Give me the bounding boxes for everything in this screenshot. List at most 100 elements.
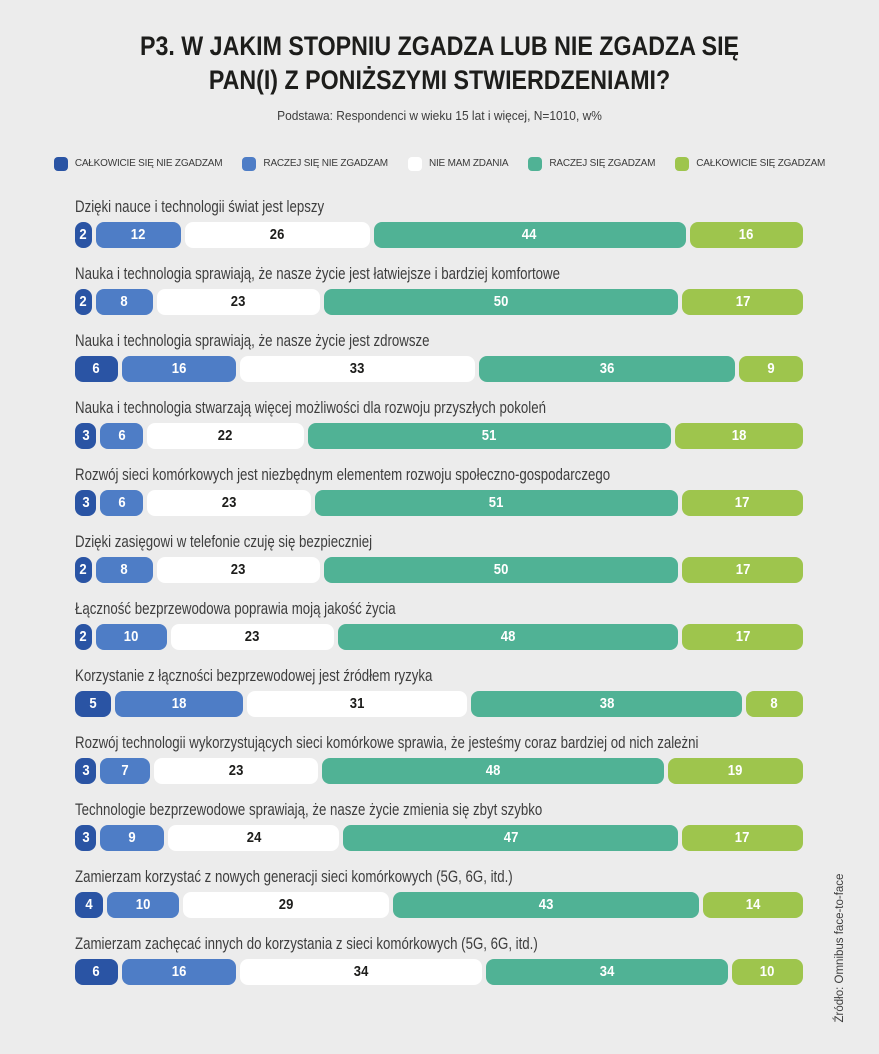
bar-segment-value: 10 xyxy=(124,628,139,645)
legend-swatch xyxy=(675,156,690,171)
bar-segment-value: 6 xyxy=(118,427,126,444)
legend-label: RACZEJ SIĘ ZGADZAM xyxy=(549,158,656,169)
bar-segment: 23 xyxy=(156,556,320,583)
bar-segment: 17 xyxy=(682,623,803,650)
bar-segment: 6 xyxy=(100,422,144,449)
bar-segment-value: 23 xyxy=(231,293,246,310)
statement-label: Nauka i technologia sprawiają, że nasze … xyxy=(75,330,430,350)
bar-segment: 14 xyxy=(703,891,804,918)
bar-segment: 16 xyxy=(121,958,236,985)
bar-segment-value: 3 xyxy=(82,829,90,846)
bar-segment: 9 xyxy=(100,824,165,851)
bar-segment: 51 xyxy=(314,489,678,516)
bar-segment: 4 xyxy=(75,891,104,918)
stacked-bar: 3 6 22 51 18 xyxy=(75,422,803,449)
legend-item: RACZEJ SIĘ ZGADZAM xyxy=(528,156,656,171)
bar-segment-value: 2 xyxy=(79,293,88,310)
statement-row: Nauka i technologia sprawiają, że nasze … xyxy=(75,331,803,382)
legend-item: CAŁKOWICIE SIĘ ZGADZAM xyxy=(675,156,825,171)
bar-segment: 8 xyxy=(746,690,803,717)
stacked-bar: 4 10 29 43 14 xyxy=(75,891,804,918)
statement-label: Rozwój sieci komórkowych jest niezbędnym… xyxy=(75,464,611,484)
bar-segment-value: 18 xyxy=(731,427,747,444)
bar-segment-value: 17 xyxy=(735,293,750,310)
bar-segment-value: 17 xyxy=(735,494,750,511)
stacked-bar: 2 8 23 50 17 xyxy=(75,556,803,583)
bar-segment-value: 33 xyxy=(349,360,365,377)
stacked-bar: 6 16 33 36 9 xyxy=(75,355,803,382)
bar-segment-value: 18 xyxy=(171,695,186,712)
bar-segment: 26 xyxy=(185,221,370,248)
bar-segment-value: 14 xyxy=(745,896,761,913)
bar-segment-value: 9 xyxy=(767,360,775,377)
statement-label: Rozwój technologii wykorzystujących siec… xyxy=(75,732,699,752)
bar-segment: 36 xyxy=(478,355,735,382)
bar-segment: 29 xyxy=(182,891,390,918)
legend-item: NIE MAM ZDANIA xyxy=(407,156,509,171)
legend-swatch xyxy=(528,156,543,171)
page-title: P3. W JAKIM STOPNIU ZGADZA LUB NIE ZGADZ… xyxy=(62,30,818,98)
bar-segment-value: 31 xyxy=(349,695,365,712)
bar-segment: 31 xyxy=(246,690,468,717)
bar-segment-value: 6 xyxy=(118,494,126,511)
bar-segment: 2 xyxy=(75,288,92,315)
legend-label: RACZEJ SIĘ NIE ZGADZAM xyxy=(263,158,388,169)
bar-segment-value: 23 xyxy=(228,762,244,779)
statement-row: Łączność bezprzewodowa poprawia moją jak… xyxy=(75,599,803,650)
statement-row: Nauka i technologia stwarzają więcej moż… xyxy=(75,398,803,449)
bar-segment: 22 xyxy=(147,422,304,449)
bar-segment: 34 xyxy=(239,958,482,985)
bar-segment-value: 5 xyxy=(89,695,97,712)
bar-segment: 8 xyxy=(96,556,153,583)
statement-label: Korzystanie z łączności bezprzewodowej j… xyxy=(75,665,433,685)
statement-row: Technologie bezprzewodowe sprawiają, że … xyxy=(75,800,803,851)
bar-segment: 16 xyxy=(121,355,236,382)
bar-segment: 2 xyxy=(75,556,92,583)
bar-segment: 17 xyxy=(681,824,803,851)
bar-segment: 50 xyxy=(323,556,679,583)
stacked-bar: 2 10 23 48 17 xyxy=(75,623,803,650)
bar-segment-value: 10 xyxy=(760,963,775,980)
bar-segment: 18 xyxy=(114,690,243,717)
legend-item: RACZEJ SIĘ NIE ZGADZAM xyxy=(242,156,388,171)
bar-segment-value: 2 xyxy=(79,561,88,578)
bar-segment-value: 47 xyxy=(503,829,518,846)
bar-segment-value: 9 xyxy=(128,829,137,846)
survey-chart-page: P3. W JAKIM STOPNIU ZGADZA LUB NIE ZGADZ… xyxy=(0,30,879,1054)
legend-item: CAŁKOWICIE SIĘ NIE ZGADZAM xyxy=(53,156,223,171)
legend-label: CAŁKOWICIE SIĘ NIE ZGADZAM xyxy=(74,158,223,169)
bar-segment-value: 10 xyxy=(135,896,151,913)
bar-segment: 12 xyxy=(96,221,182,248)
legend-swatch xyxy=(407,156,422,171)
bar-segment: 3 xyxy=(75,824,97,851)
bar-segment-value: 23 xyxy=(221,494,237,511)
stacked-bar: 2 12 26 44 16 xyxy=(75,221,804,248)
statement-label: Technologie bezprzewodowe sprawiają, że … xyxy=(75,799,543,819)
bar-segment: 18 xyxy=(674,422,803,449)
bar-segment-value: 17 xyxy=(735,561,750,578)
statement-row: Nauka i technologia sprawiają, że nasze … xyxy=(75,264,803,315)
bar-segment-value: 51 xyxy=(482,427,497,444)
statement-row: Zamierzam korzystać z nowych generacji s… xyxy=(75,867,804,918)
bar-segment-value: 4 xyxy=(85,896,93,913)
bar-segment: 10 xyxy=(107,891,179,918)
bar-segment: 23 xyxy=(170,623,335,650)
bar-segment: 48 xyxy=(321,757,664,784)
bar-segment: 48 xyxy=(338,623,679,650)
bar-segment: 17 xyxy=(682,556,803,583)
bar-segment-value: 22 xyxy=(218,427,233,444)
stacked-bar: 5 18 31 38 8 xyxy=(75,690,803,717)
bar-segment-value: 24 xyxy=(246,829,262,846)
bar-segment-value: 19 xyxy=(728,762,743,779)
bar-segment: 44 xyxy=(373,221,686,248)
bar-segment: 23 xyxy=(156,288,320,315)
bar-segment-value: 43 xyxy=(538,896,554,913)
legend-swatch xyxy=(53,156,68,171)
page-title-line2: PAN(I) Z PONIŻSZYMI STWIERDZENIAMI? xyxy=(208,64,671,95)
statement-row: Korzystanie z łączności bezprzewodowej j… xyxy=(75,666,803,717)
statement-row: Dzięki zasięgowi w telefonie czuję się b… xyxy=(75,532,803,583)
bar-segment-value: 44 xyxy=(522,226,537,243)
bar-segment-value: 17 xyxy=(735,829,750,846)
statement-row: Rozwój technologii wykorzystujących siec… xyxy=(75,732,804,784)
bar-segment-value: 26 xyxy=(270,226,285,243)
